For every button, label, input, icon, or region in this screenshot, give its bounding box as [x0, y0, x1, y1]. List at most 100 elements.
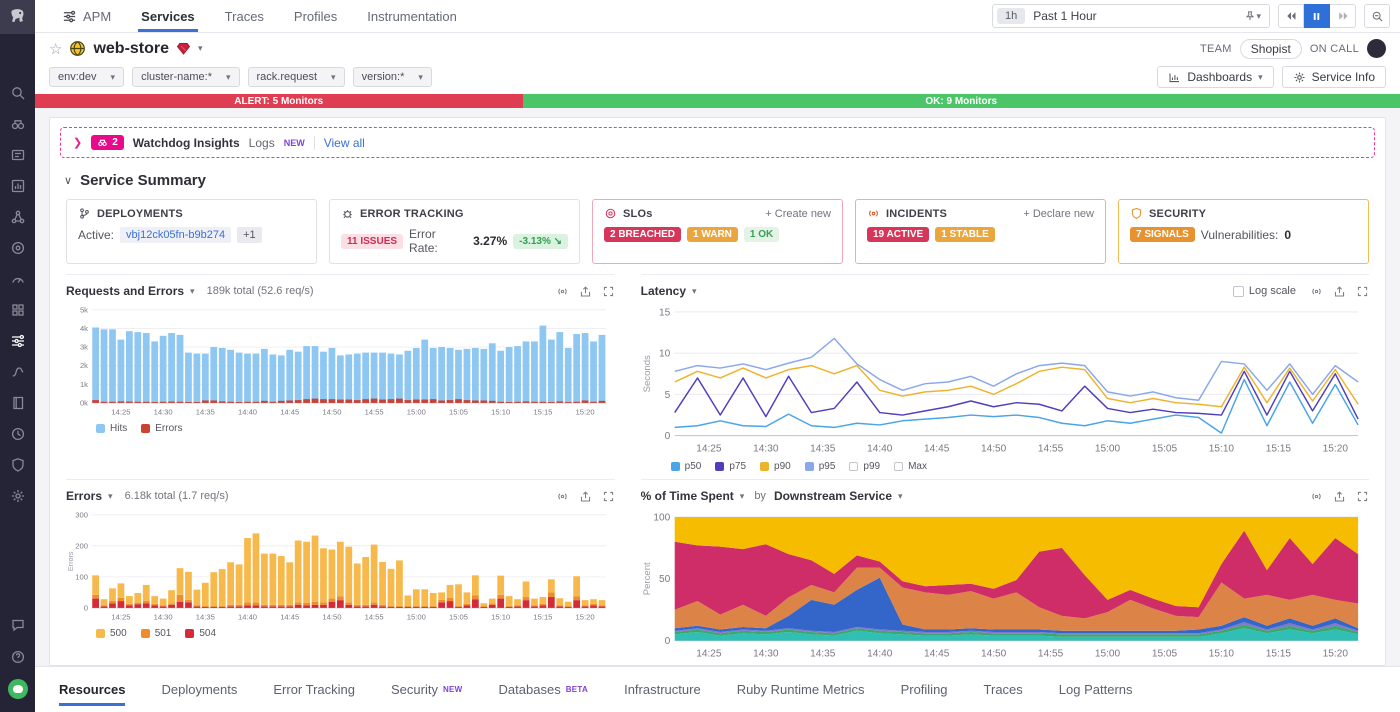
- more-deployments-chip[interactable]: +1: [237, 227, 262, 243]
- create-monitor-icon[interactable]: [556, 285, 569, 298]
- dashboards-icon[interactable]: [7, 175, 29, 197]
- tab-resources[interactable]: Resources: [59, 667, 143, 712]
- fullscreen-icon[interactable]: [1356, 285, 1369, 298]
- team-name-pill[interactable]: Shopist: [1240, 39, 1302, 59]
- events-icon[interactable]: [7, 144, 29, 166]
- legend-item[interactable]: p95: [805, 461, 836, 472]
- error-tracking-card[interactable]: ERROR TRACKING 11 ISSUES Error Rate: 3.2…: [329, 199, 580, 264]
- filter-pill[interactable]: env:dev▾: [49, 67, 124, 87]
- status-badge[interactable]: 19 ACTIVE: [867, 227, 929, 242]
- tab-log-patterns[interactable]: Log Patterns: [1041, 667, 1151, 712]
- pin-icon[interactable]: [1244, 10, 1256, 22]
- integrations-icon[interactable]: [7, 299, 29, 321]
- deployments-card[interactable]: DEPLOYMENTS Active: vbj12ck05fn-b9b274 +…: [66, 199, 317, 264]
- export-icon[interactable]: [1333, 490, 1346, 503]
- security-icon[interactable]: [7, 454, 29, 476]
- view-all-link[interactable]: View all: [324, 136, 365, 150]
- oncall-avatar[interactable]: [1367, 39, 1386, 58]
- expand-chevron-icon[interactable]: ❯: [73, 136, 82, 149]
- tab-infrastructure[interactable]: Infrastructure: [606, 667, 719, 712]
- dashboards-button[interactable]: Dashboards ▾: [1157, 66, 1273, 88]
- chart-title-dropdown[interactable]: Requests and Errors: [66, 284, 184, 298]
- tab-error-tracking[interactable]: Error Tracking: [255, 667, 373, 712]
- create-monitor-icon[interactable]: [556, 490, 569, 503]
- help-icon[interactable]: [7, 646, 29, 668]
- export-icon[interactable]: [579, 285, 592, 298]
- create-monitor-icon[interactable]: [1310, 490, 1323, 503]
- nav-item-traces[interactable]: Traces: [212, 0, 277, 32]
- monitors-icon[interactable]: [7, 237, 29, 259]
- nav-item-profiles[interactable]: Profiles: [281, 0, 350, 32]
- create-slo-button[interactable]: + Create new: [765, 208, 831, 220]
- group-by-dropdown[interactable]: Downstream Service: [774, 489, 892, 503]
- tab-profiling[interactable]: Profiling: [883, 667, 966, 712]
- incidents-card[interactable]: INCIDENTS + Declare new 19 ACTIVE1 STABL…: [855, 199, 1106, 264]
- fullscreen-icon[interactable]: [602, 490, 615, 503]
- errors-breakdown-chart[interactable]: 0100200300Errors14:2514:3014:3514:4014:4…: [66, 508, 615, 627]
- filter-pill[interactable]: version:*▾: [353, 67, 432, 87]
- export-icon[interactable]: [1333, 285, 1346, 298]
- apm-icon[interactable]: [7, 330, 29, 352]
- favorite-star-icon[interactable]: ☆: [49, 40, 62, 58]
- ok-monitors-segment[interactable]: OK: 9 Monitors: [523, 94, 1400, 108]
- slos-card[interactable]: SLOs + Create new 2 BREACHED1 WARN1 OK: [592, 199, 843, 264]
- status-badge[interactable]: 2 BREACHED: [604, 227, 681, 242]
- fullscreen-icon[interactable]: [602, 285, 615, 298]
- nav-item-instrumentation[interactable]: Instrumentation: [354, 0, 470, 32]
- legend-item[interactable]: 501: [141, 628, 172, 639]
- infrastructure-icon[interactable]: [7, 206, 29, 228]
- chart-title-dropdown[interactable]: Latency: [641, 284, 686, 298]
- legend-item[interactable]: Errors: [141, 423, 182, 434]
- service-dropdown-caret[interactable]: ▾: [198, 43, 203, 54]
- chat-icon[interactable]: [7, 614, 29, 636]
- synthetics-icon[interactable]: [7, 361, 29, 383]
- latency-chart[interactable]: 051015Seconds14:2514:3014:3514:4014:4514…: [641, 303, 1369, 460]
- datadog-logo[interactable]: [0, 0, 35, 34]
- zoom-out-button[interactable]: [1364, 4, 1390, 28]
- alert-monitors-segment[interactable]: ALERT: 5 Monitors: [35, 94, 523, 108]
- legend-item[interactable]: p99: [849, 461, 880, 472]
- watchdog-badge[interactable]: 2: [91, 135, 124, 150]
- status-badge[interactable]: 1 STABLE: [935, 227, 995, 242]
- serverless-icon[interactable]: [7, 485, 29, 507]
- logs-icon[interactable]: [7, 392, 29, 414]
- filter-pill[interactable]: rack.request▾: [248, 67, 345, 87]
- tab-security[interactable]: SecurityNEW: [373, 667, 481, 712]
- status-badge[interactable]: 7 SIGNALS: [1130, 227, 1195, 242]
- legend-item[interactable]: Hits: [96, 423, 127, 434]
- collapse-chevron-icon[interactable]: ∨: [64, 174, 72, 187]
- legend-item[interactable]: 504: [185, 628, 216, 639]
- export-icon[interactable]: [579, 490, 592, 503]
- fullscreen-icon[interactable]: [1356, 490, 1369, 503]
- skip-forward-button[interactable]: [1330, 4, 1356, 28]
- log-scale-checkbox[interactable]: [1233, 286, 1244, 297]
- pause-button[interactable]: [1304, 4, 1330, 28]
- legend-item[interactable]: p50: [671, 461, 702, 472]
- nav-item-services[interactable]: Services: [128, 0, 208, 32]
- watchdog-icon[interactable]: [7, 113, 29, 135]
- deployment-version-link[interactable]: vbj12ck05fn-b9b274: [120, 227, 231, 243]
- metrics-icon[interactable]: [7, 268, 29, 290]
- log-scale-toggle[interactable]: Log scale: [1233, 285, 1296, 297]
- chart-title-dropdown[interactable]: % of Time Spent: [641, 489, 734, 503]
- declare-incident-button[interactable]: + Declare new: [1023, 208, 1094, 220]
- requests-errors-chart[interactable]: 0k1k2k3k4k5k14:2514:3014:3514:4014:4514:…: [66, 303, 615, 422]
- filter-pill[interactable]: cluster-name:*▾: [132, 67, 239, 87]
- tab-traces[interactable]: Traces: [966, 667, 1041, 712]
- chart-title-dropdown[interactable]: Errors: [66, 489, 102, 503]
- tab-deployments[interactable]: Deployments: [143, 667, 255, 712]
- nav-item-apm[interactable]: APM: [49, 0, 124, 32]
- legend-item[interactable]: 500: [96, 628, 127, 639]
- status-badge[interactable]: 1 WARN: [687, 227, 738, 242]
- time-spent-chart[interactable]: 050100Percent14:2514:3014:3514:4014:4514…: [641, 508, 1369, 665]
- search-icon[interactable]: [7, 82, 29, 104]
- service-info-button[interactable]: Service Info: [1282, 66, 1386, 88]
- time-range-picker[interactable]: 1h Past 1 Hour ▾: [992, 4, 1270, 28]
- skip-back-button[interactable]: [1278, 4, 1304, 28]
- issues-badge[interactable]: 11 ISSUES: [341, 234, 403, 249]
- status-badge[interactable]: 1 OK: [744, 227, 779, 242]
- tab-ruby-runtime-metrics[interactable]: Ruby Runtime Metrics: [719, 667, 883, 712]
- legend-item[interactable]: p75: [715, 461, 746, 472]
- legend-item[interactable]: Max: [894, 461, 927, 472]
- create-monitor-icon[interactable]: [1310, 285, 1323, 298]
